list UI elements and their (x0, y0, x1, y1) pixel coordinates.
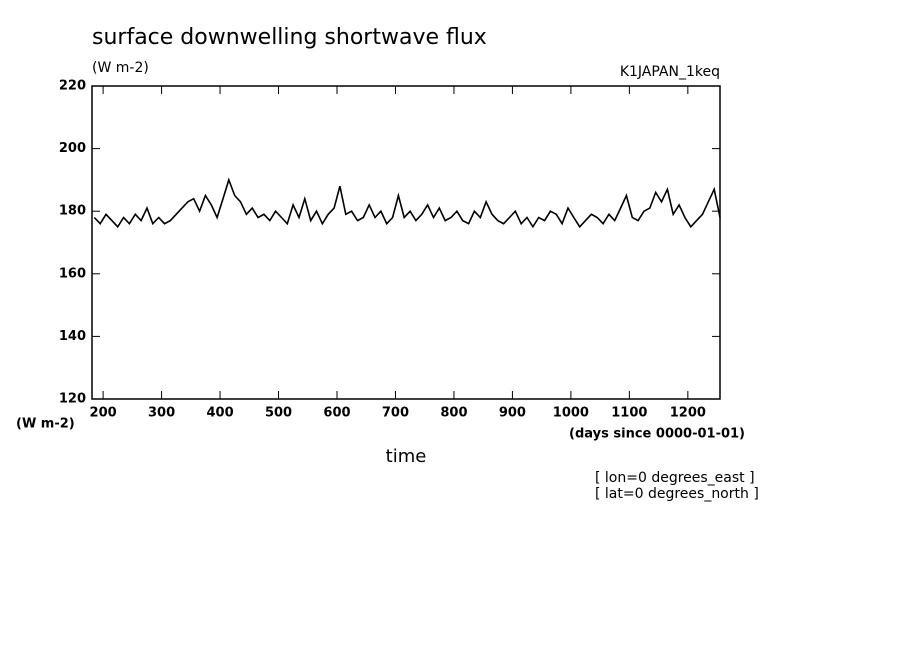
x-tick-label: 400 (206, 406, 233, 421)
x-tick-label: 200 (90, 406, 117, 421)
x-tick-label: 1100 (611, 406, 647, 421)
lat-note: [ lat=0 degrees_north ] (595, 486, 759, 502)
x-tick-label: 1000 (553, 406, 589, 421)
x-tick-label: 600 (323, 406, 350, 421)
plot-frame (91, 85, 721, 400)
y-tick-label: 180 (59, 204, 86, 219)
x-tick-label: 700 (382, 406, 409, 421)
x-axis-units: (days since 0000-01-01) (569, 427, 745, 442)
x-tick-label: 800 (440, 406, 467, 421)
y-axis-label: (W m-2) (16, 417, 75, 432)
x-tick-label: 300 (148, 406, 175, 421)
experiment-label: K1JAPAN_1keq (620, 64, 720, 80)
x-tick-label: 900 (499, 406, 526, 421)
x-tick-label: 1200 (670, 406, 706, 421)
y-tick-label: 160 (59, 266, 86, 281)
lon-note: [ lon=0 degrees_east ] (595, 470, 755, 486)
y-tick-label: 220 (59, 79, 86, 94)
x-tick-label: 500 (265, 406, 292, 421)
y-tick-label: 120 (59, 392, 86, 407)
series-line (93, 177, 721, 229)
chart-title: surface downwelling shortwave flux (92, 25, 487, 50)
y-tick-label: 140 (59, 329, 86, 344)
y-tick-label: 200 (59, 141, 86, 156)
units: (W m-2) (92, 60, 149, 76)
x-axis-label: time (386, 446, 427, 467)
